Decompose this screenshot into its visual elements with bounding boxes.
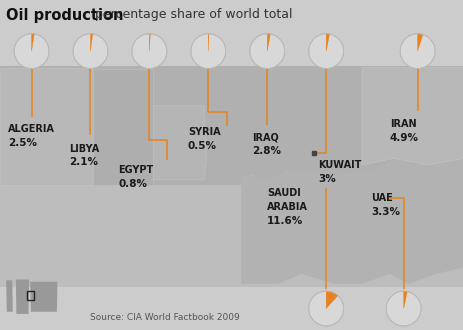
Polygon shape [361,68,463,165]
Text: UAE: UAE [370,193,392,203]
Wedge shape [417,34,422,51]
Text: 3.3%: 3.3% [370,207,400,217]
Circle shape [385,291,420,326]
Text: Oil production: Oil production [6,8,123,23]
Circle shape [190,34,225,69]
Polygon shape [6,280,13,312]
Text: Source: CIA World Factbook 2009: Source: CIA World Factbook 2009 [90,313,240,322]
Circle shape [308,34,343,69]
Circle shape [308,291,343,326]
FancyBboxPatch shape [0,68,463,287]
Text: 2.5%: 2.5% [8,138,37,148]
Text: LIBYA: LIBYA [69,144,100,153]
Circle shape [73,34,108,69]
Bar [27,291,34,300]
Circle shape [399,34,434,69]
Text: 4.9%: 4.9% [389,133,418,143]
Circle shape [14,34,49,69]
Text: ALGERIA: ALGERIA [8,124,55,134]
Text: 3%: 3% [317,174,335,184]
Text: percentage share of world total: percentage share of world total [91,8,292,21]
Polygon shape [93,69,153,185]
Text: 0.5%: 0.5% [188,141,217,151]
Wedge shape [90,34,93,51]
Polygon shape [16,280,29,314]
Polygon shape [0,66,463,185]
Text: ARABIA: ARABIA [266,202,307,212]
Text: 11.6%: 11.6% [266,216,302,226]
Text: 2.8%: 2.8% [251,146,281,156]
Polygon shape [241,148,463,284]
Wedge shape [31,34,34,51]
Wedge shape [325,291,337,309]
Wedge shape [149,34,150,51]
Wedge shape [267,34,270,51]
Text: SAUDI: SAUDI [266,188,300,198]
Text: 0.8%: 0.8% [118,179,147,189]
Polygon shape [30,282,57,312]
Text: SYRIA: SYRIA [188,127,220,137]
Wedge shape [325,34,329,51]
Text: IRAQ: IRAQ [251,132,278,142]
Circle shape [249,34,284,69]
Circle shape [131,34,167,69]
Text: KUWAIT: KUWAIT [317,160,360,170]
Polygon shape [153,106,206,180]
Wedge shape [403,291,407,309]
Polygon shape [0,68,93,185]
Text: EGYPT: EGYPT [118,165,153,175]
Text: IRAN: IRAN [389,119,415,129]
Text: 2.1%: 2.1% [69,157,99,167]
